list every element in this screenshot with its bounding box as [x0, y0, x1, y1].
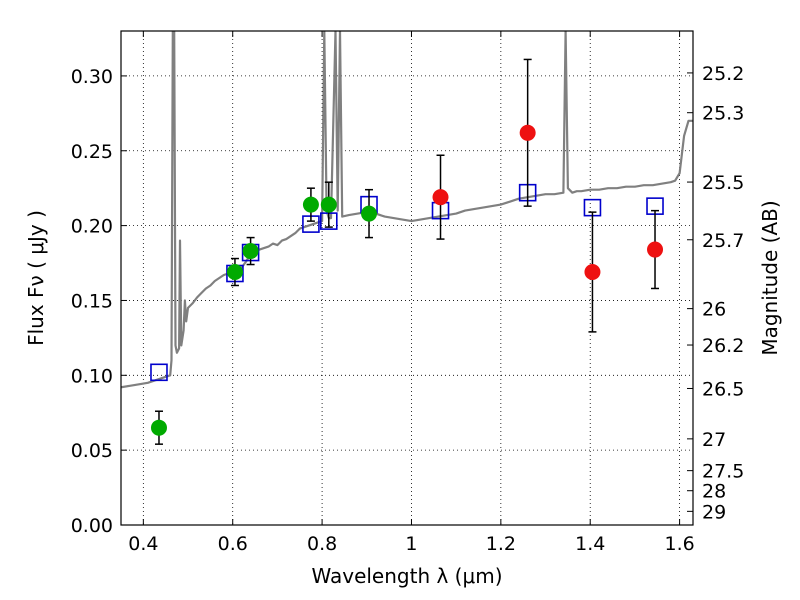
y-tick-label: 0.25 — [71, 141, 113, 163]
axis-ticks: 0.4 0.6 0.8 1 1.2 1.4 1.6 0.00 0.05 0.10 0.15 0.20 0… — [71, 31, 744, 555]
y2-tick-label: 25.2 — [702, 63, 744, 85]
y2-tick-label: 25.5 — [702, 172, 744, 194]
optical-photometry-point — [302, 196, 319, 213]
nir-photometry-point — [584, 264, 601, 281]
x-tick-label: 0.4 — [128, 533, 158, 555]
nir-photometry-point — [647, 241, 664, 258]
y-tick-label: 0.05 — [71, 440, 113, 462]
plot-frame — [120, 30, 694, 526]
y2-tick-label: 27.5 — [702, 461, 744, 483]
y2-tick-label: 26.2 — [702, 335, 744, 357]
model-photometry-square — [150, 363, 168, 382]
x-tick-label: 1 — [405, 533, 417, 555]
nir-photometry-point — [519, 124, 536, 141]
y-tick-label: 0.20 — [71, 216, 113, 238]
y2-tick-label: 28 — [702, 481, 726, 503]
y2-tick-label: 26.5 — [702, 378, 744, 400]
y-tick-label: 0.30 — [71, 66, 113, 88]
y2-tick-label: 25.3 — [702, 103, 744, 125]
x-axis-label: Wavelength λ (μm) — [311, 564, 502, 588]
x-tick-label: 1.6 — [664, 533, 694, 555]
x-tick-label: 1.2 — [486, 533, 516, 555]
optical-photometry-point — [242, 243, 259, 260]
y-axis-label: Flux Fν ( μJy ) — [24, 210, 48, 346]
optical-photometry-point — [150, 419, 167, 436]
y2-tick-label: 29 — [702, 501, 726, 523]
y-tick-label: 0.15 — [71, 290, 113, 312]
x-tick-label: 0.8 — [307, 533, 337, 555]
y2-tick-label: 27 — [702, 429, 726, 451]
optical-photometry-point — [226, 264, 243, 281]
plot-area — [121, 31, 693, 445]
x-tick-label: 1.4 — [575, 533, 605, 555]
optical-photometry-point — [320, 196, 337, 213]
optical-photometry-point — [361, 205, 378, 222]
y2-tick-label: 25.7 — [702, 230, 744, 252]
model-spectrum-line — [121, 31, 693, 389]
y2-tick-label: 26 — [702, 299, 726, 321]
y-tick-label: 0.10 — [71, 365, 113, 387]
y-tick-label: 0.00 — [71, 515, 113, 537]
y2-axis-label: Magnitude (AB) — [758, 200, 782, 355]
x-tick-label: 0.6 — [218, 533, 248, 555]
nir-photometry-point — [432, 189, 449, 206]
